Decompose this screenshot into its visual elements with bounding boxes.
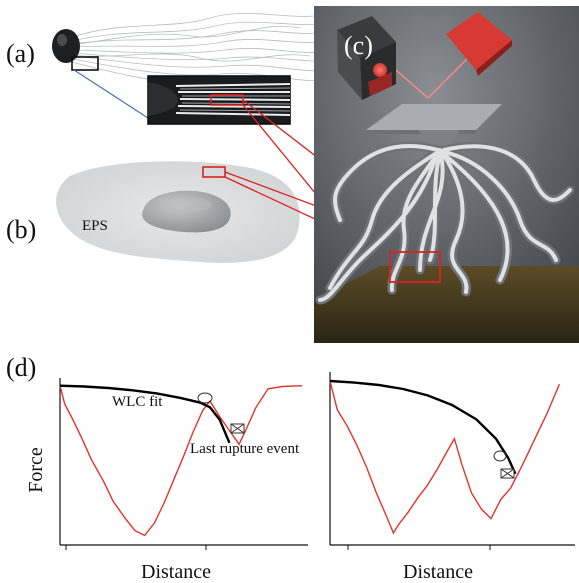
afm-stage bbox=[314, 266, 579, 343]
panel-a-letter: (a) bbox=[6, 39, 35, 68]
afm-cantilever bbox=[366, 104, 502, 130]
pili-bundle bbox=[315, 141, 575, 305]
wlc-fit-label: WLC fit bbox=[112, 394, 163, 410]
panel-a: (a) bbox=[6, 13, 339, 125]
last-rupture-label: Last rupture event bbox=[190, 441, 300, 457]
panel-d: (d) Force WLC fit Last rupture event Dis… bbox=[6, 353, 575, 583]
left-wlc-fit-curve bbox=[59, 384, 231, 444]
left-x-axis-title: Distance bbox=[141, 561, 211, 583]
bacterium-cell bbox=[52, 29, 80, 63]
right-x-axis-title: Distance bbox=[403, 561, 473, 583]
left-force-curve bbox=[59, 385, 303, 537]
right-wlc-fit-curve bbox=[329, 379, 517, 475]
panel-b: (b) EPS bbox=[6, 161, 300, 263]
right-rupture-marker bbox=[500, 468, 515, 479]
left-rupture-marker bbox=[230, 423, 245, 434]
zoom-connector-blue bbox=[73, 69, 149, 119]
photodetector bbox=[446, 12, 512, 70]
panel-c: (c) bbox=[314, 6, 579, 343]
force-curve-chart-left: WLC fit Last rupture event Distance bbox=[59, 378, 308, 583]
force-curve-chart-right: Distance bbox=[329, 372, 575, 583]
panel-b-letter: (b) bbox=[6, 215, 36, 244]
panel-d-letter: (d) bbox=[6, 353, 36, 382]
afm-tip bbox=[418, 130, 460, 158]
pili-zoom-inset bbox=[147, 75, 291, 125]
zoom-box-small bbox=[71, 56, 99, 71]
left-fit-marker-circle bbox=[197, 392, 213, 404]
scene-highlight-box bbox=[389, 251, 441, 283]
y-axis-title: Force bbox=[25, 447, 47, 493]
panel-c-letter: (c) bbox=[344, 31, 373, 60]
eps-label: EPS bbox=[82, 218, 108, 234]
laser-source bbox=[337, 16, 396, 100]
pili-fibers bbox=[69, 13, 339, 84]
right-force-curve bbox=[329, 380, 561, 535]
right-fit-marker-circle bbox=[493, 450, 507, 462]
